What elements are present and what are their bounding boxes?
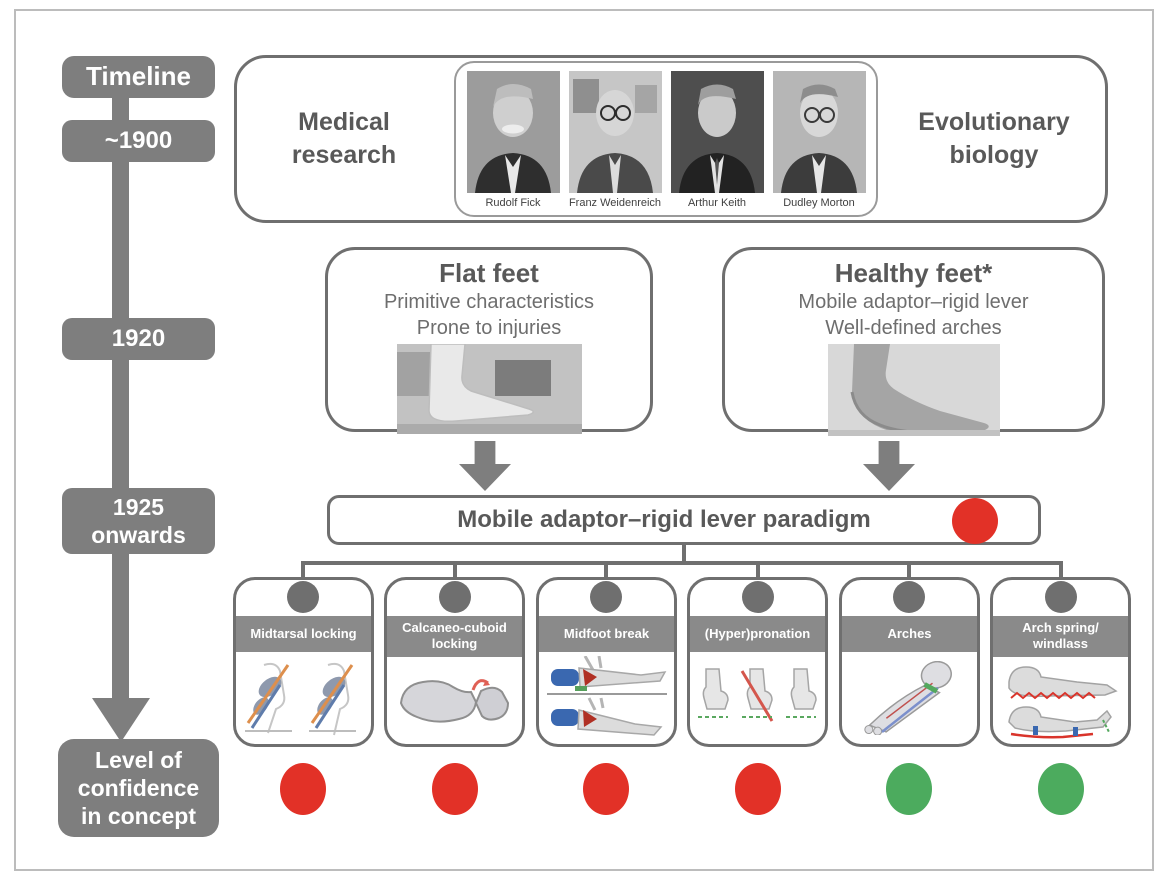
calcaneo-cuboid-illustration (387, 657, 522, 745)
connector-node-icon (439, 581, 471, 613)
researcher-figure: Franz Weidenreich (568, 71, 662, 209)
arches-illustration (842, 652, 977, 744)
confidence-dot (735, 763, 781, 815)
connector-stub (907, 561, 911, 589)
timeline-bar (112, 75, 129, 700)
healthy-feet-line-1: Mobile adaptor–rigid lever (798, 291, 1029, 313)
concept-label: Midtarsal locking (236, 616, 371, 652)
concept-box-midtarsal-locking: Midtarsal locking (233, 577, 374, 747)
concept-label: (Hyper)pronation (690, 616, 825, 652)
timeline-milestone-1900: ~1900 (62, 120, 215, 162)
confidence-dot (583, 763, 629, 815)
confidence-dot (432, 763, 478, 815)
confidence-dot (1038, 763, 1084, 815)
timeline-title: Timeline (62, 56, 215, 98)
evolutionary-biology-label: Evolutionary biology (918, 108, 1070, 169)
confidence-dot (280, 763, 326, 815)
researcher-figure: Dudley Morton (772, 71, 866, 209)
confidence-dot (886, 763, 932, 815)
midtarsal-locking-illustration (236, 652, 371, 744)
concept-label: Midfoot break (539, 616, 674, 652)
flat-feet-line-2: Prone to injuries (416, 317, 562, 339)
healthy-feet-box: Healthy feet* Mobile adaptor–rigid lever… (722, 247, 1105, 436)
flat-feet-line-1: Primitive characteristics (383, 291, 595, 313)
flat-feet-title: Flat feet (439, 258, 539, 288)
paradigm-label: Mobile adaptor–rigid lever paradigm (457, 506, 871, 533)
researcher-name: Arthur Keith (687, 197, 747, 209)
connector-node-icon (742, 581, 774, 613)
flat-feet-box: Flat feet Primitive characteristics Pron… (325, 247, 653, 434)
researcher-figure: Arthur Keith (670, 71, 764, 209)
researchers-panel: Rudolf Fick Franz Weidenreich (454, 61, 878, 217)
connector-stub (604, 561, 608, 589)
healthy-foot-photo (827, 344, 1000, 441)
connector-stem (682, 543, 686, 563)
researcher-name: Franz Weidenreich (568, 197, 662, 209)
hyperpronation-illustration (690, 652, 825, 744)
connector-stub (453, 561, 457, 589)
connector-node-icon (1045, 581, 1077, 613)
confidence-legend-label: Level of confidence in concept (58, 739, 219, 837)
portrait-dudley-morton (772, 71, 866, 193)
healthy-feet-line-2: Well-defined arches (825, 317, 1002, 339)
timeline-arrowhead-icon (92, 698, 150, 742)
portrait-arthur-keith (670, 71, 764, 193)
connector-node-icon (590, 581, 622, 613)
timeline-milestone-1920: 1920 (62, 318, 215, 360)
researcher-figure: Rudolf Fick (466, 71, 560, 209)
arch-spring-windlass-illustration (993, 657, 1128, 745)
connector-rail (303, 561, 1063, 565)
concept-label: Arches (842, 616, 977, 652)
concept-label: Arch spring/ windlass (993, 616, 1128, 657)
connector-node-icon (287, 581, 319, 613)
flat-foot-photo (396, 343, 582, 439)
midfoot-break-illustration (539, 652, 674, 744)
portrait-franz-weidenreich (568, 71, 662, 193)
researcher-name: Dudley Morton (783, 197, 855, 209)
paradigm-confidence-dot (952, 498, 998, 544)
connector-stub (1059, 561, 1063, 589)
portrait-rudolf-fick (466, 71, 560, 193)
researcher-name: Rudolf Fick (485, 197, 541, 209)
connector-stub (301, 561, 305, 589)
paradigm-box: Mobile adaptor–rigid lever paradigm (327, 495, 1041, 545)
healthy-feet-title: Healthy feet* (834, 258, 993, 288)
timeline-milestone-1925-onwards: 1925 onwards (62, 488, 215, 554)
connector-stub (756, 561, 760, 589)
connector-node-icon (893, 581, 925, 613)
concept-label: Calcaneo-cuboid locking (387, 616, 522, 657)
medical-research-label: Medical research (291, 108, 397, 169)
